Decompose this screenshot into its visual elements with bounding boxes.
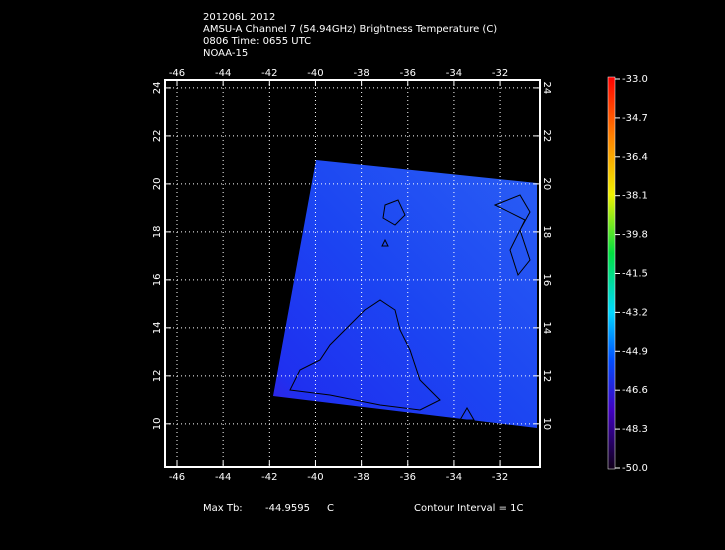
x-tick-label: -38 xyxy=(353,68,369,79)
x-tick-label: -36 xyxy=(400,68,416,79)
colorbar xyxy=(607,76,616,470)
y-tick-label: 20 xyxy=(152,178,163,191)
title-line: 0806 Time: 0655 UTC xyxy=(203,36,311,47)
y-tick-label: 24 xyxy=(152,82,163,95)
colorbar-label: -38.1 xyxy=(622,191,648,202)
colorbar-label: -33.0 xyxy=(622,74,648,85)
x-tick-label: -32 xyxy=(492,68,508,79)
x-tick-label: -38 xyxy=(353,472,369,483)
title: 201206L 2012 AMSU-A Channel 7 (54.94GHz)… xyxy=(203,12,497,59)
title-line: 201206L 2012 xyxy=(203,12,275,23)
y-tick-label: 12 xyxy=(541,369,552,382)
x-tick-label: -40 xyxy=(307,472,323,483)
y-tick-label: 14 xyxy=(152,321,163,334)
x-tick-label: -36 xyxy=(400,472,416,483)
y-tick-label: 22 xyxy=(541,130,552,143)
swath xyxy=(273,160,537,428)
y-tick-label: 16 xyxy=(541,273,552,286)
colorbar-label: -36.4 xyxy=(622,152,648,163)
colorbar-label: -44.9 xyxy=(622,346,648,357)
footer-label: Max Tb: xyxy=(203,503,243,514)
footer-value: -44.9595 xyxy=(265,503,310,514)
x-tick-label: -42 xyxy=(261,68,277,79)
footer-unit: C xyxy=(327,503,334,514)
colorbar-label: -41.5 xyxy=(622,269,648,280)
y-tick-label: 22 xyxy=(152,130,163,143)
y-tick-label: 24 xyxy=(541,82,552,95)
y-tick-label: 10 xyxy=(541,417,552,430)
x-tick-label: -46 xyxy=(169,472,185,483)
y-tick-label: 10 xyxy=(152,417,163,430)
colorbar-label: -46.6 xyxy=(622,385,648,396)
title-line: AMSU-A Channel 7 (54.94GHz) Brightness T… xyxy=(203,24,497,35)
axes: -46 -46 -44 -44 -42 -42 -40 -40 -38 -38 -36 -36 -34 -… xyxy=(152,68,648,483)
y-tick-label: 18 xyxy=(152,226,163,239)
colorbar-label: -34.7 xyxy=(622,113,648,124)
x-tick-label: -34 xyxy=(446,472,462,483)
colorbar-label: -48.3 xyxy=(622,424,648,435)
colorbar-label: -39.8 xyxy=(622,230,648,241)
y-tick-label: 14 xyxy=(541,321,552,334)
y-tick-label: 18 xyxy=(541,226,552,239)
footer-contour: Contour Interval = 1C xyxy=(414,503,524,514)
x-tick-label: -44 xyxy=(215,472,231,483)
y-tick-label: 16 xyxy=(152,273,163,286)
x-tick-label: -32 xyxy=(492,472,508,483)
map-frame xyxy=(164,79,541,468)
colorbar-label: -50.0 xyxy=(622,463,648,474)
colorbar-label: -43.2 xyxy=(622,307,648,318)
footer: Max Tb: -44.9595 C Contour Interval = 1C xyxy=(203,503,524,514)
x-tick-label: -44 xyxy=(215,68,231,79)
x-tick-label: -40 xyxy=(307,68,323,79)
x-tick-label: -46 xyxy=(169,68,185,79)
x-tick-label: -42 xyxy=(261,472,277,483)
y-tick-label: 12 xyxy=(152,369,163,382)
x-tick-label: -34 xyxy=(446,68,462,79)
contours xyxy=(289,194,531,421)
y-tick-label: 20 xyxy=(541,178,552,191)
title-line: NOAA-15 xyxy=(203,48,248,59)
